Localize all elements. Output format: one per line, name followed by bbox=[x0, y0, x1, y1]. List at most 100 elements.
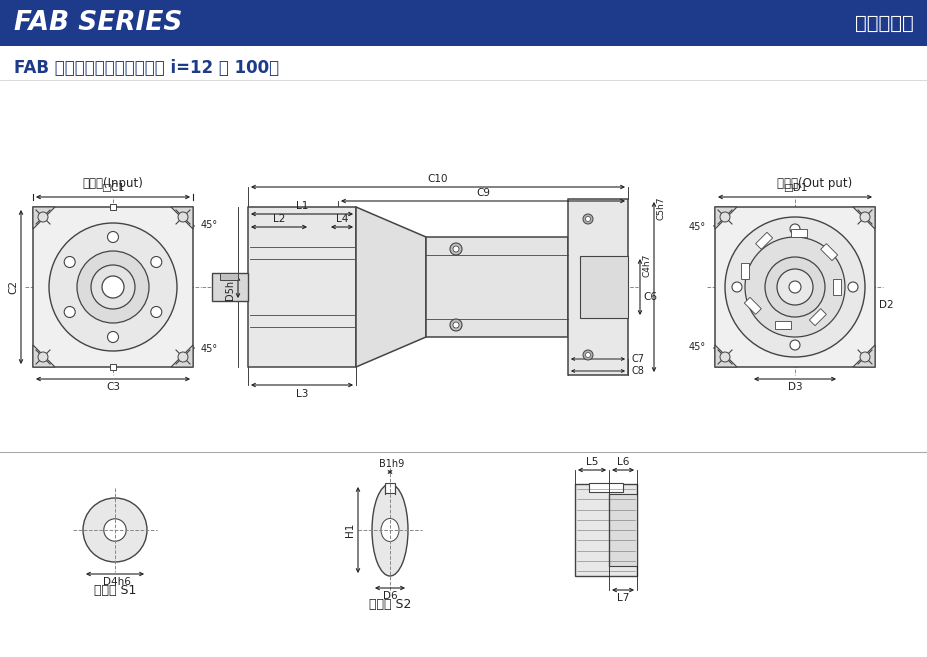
Circle shape bbox=[847, 282, 857, 292]
Bar bbox=[33, 207, 193, 367]
Bar bbox=[248, 207, 356, 367]
Polygon shape bbox=[852, 345, 874, 367]
Circle shape bbox=[859, 212, 870, 222]
Text: D2: D2 bbox=[878, 300, 893, 310]
Text: 行星减速机: 行星减速机 bbox=[855, 14, 913, 32]
Circle shape bbox=[102, 276, 124, 298]
Text: 轴型式 S2: 轴型式 S2 bbox=[368, 597, 411, 610]
Text: FAB 系列尺寸（双节，减速比 i=12 ～ 100）: FAB 系列尺寸（双节，减速比 i=12 ～ 100） bbox=[14, 59, 279, 77]
Bar bbox=[567, 199, 628, 375]
Text: L7: L7 bbox=[616, 593, 629, 603]
Text: 45°: 45° bbox=[200, 344, 217, 354]
Circle shape bbox=[108, 332, 119, 342]
Circle shape bbox=[77, 251, 149, 323]
Polygon shape bbox=[714, 345, 736, 367]
Text: 45°: 45° bbox=[688, 222, 705, 232]
Text: L3: L3 bbox=[296, 389, 308, 399]
Circle shape bbox=[38, 212, 48, 222]
Circle shape bbox=[585, 217, 590, 221]
Text: C8: C8 bbox=[631, 366, 644, 376]
Text: B1h9: B1h9 bbox=[379, 459, 404, 469]
Bar bbox=[575, 484, 636, 576]
Polygon shape bbox=[33, 207, 55, 229]
Circle shape bbox=[788, 281, 800, 293]
Bar bbox=[110, 364, 116, 370]
Text: C6: C6 bbox=[642, 292, 656, 302]
Text: C9: C9 bbox=[476, 188, 489, 198]
Bar bbox=[714, 207, 874, 367]
Circle shape bbox=[104, 519, 126, 541]
Bar bbox=[808, 309, 825, 326]
Bar bbox=[774, 321, 790, 329]
Polygon shape bbox=[356, 207, 425, 367]
Text: D3: D3 bbox=[787, 382, 802, 392]
Text: 45°: 45° bbox=[688, 342, 705, 352]
Circle shape bbox=[764, 257, 824, 317]
Bar bbox=[608, 494, 636, 566]
Text: L2: L2 bbox=[273, 214, 285, 224]
Text: H1: H1 bbox=[345, 523, 355, 537]
Circle shape bbox=[450, 243, 462, 255]
Circle shape bbox=[91, 265, 134, 309]
Circle shape bbox=[724, 217, 864, 357]
Circle shape bbox=[64, 307, 75, 317]
Text: D5h7: D5h7 bbox=[224, 274, 235, 300]
Polygon shape bbox=[171, 207, 193, 229]
Text: C4h7: C4h7 bbox=[642, 254, 652, 277]
Bar bbox=[220, 273, 237, 280]
Circle shape bbox=[64, 256, 75, 267]
Circle shape bbox=[776, 269, 812, 305]
Circle shape bbox=[38, 352, 48, 362]
Text: L4: L4 bbox=[336, 214, 348, 224]
Circle shape bbox=[452, 322, 459, 328]
Text: L5: L5 bbox=[585, 457, 598, 467]
Text: FAB SERIES: FAB SERIES bbox=[14, 10, 183, 36]
Bar bbox=[832, 279, 840, 295]
Text: C5h7: C5h7 bbox=[656, 197, 666, 221]
Circle shape bbox=[789, 224, 799, 234]
Bar bbox=[589, 483, 622, 492]
Text: 轴型式 S1: 轴型式 S1 bbox=[94, 583, 136, 597]
Circle shape bbox=[49, 223, 177, 351]
Circle shape bbox=[83, 498, 146, 562]
Polygon shape bbox=[33, 345, 55, 367]
Bar bbox=[110, 204, 116, 210]
Bar bbox=[579, 256, 628, 318]
Text: C7: C7 bbox=[631, 354, 644, 364]
Text: □D1: □D1 bbox=[782, 183, 806, 193]
Bar bbox=[819, 244, 837, 261]
Text: L1: L1 bbox=[296, 201, 308, 211]
Circle shape bbox=[582, 214, 592, 224]
Circle shape bbox=[178, 352, 188, 362]
Circle shape bbox=[452, 246, 459, 252]
Bar bbox=[740, 263, 748, 279]
Ellipse shape bbox=[372, 484, 408, 576]
Polygon shape bbox=[171, 345, 193, 367]
Text: C3: C3 bbox=[106, 382, 120, 392]
Circle shape bbox=[108, 231, 119, 242]
Circle shape bbox=[719, 212, 730, 222]
Bar bbox=[385, 483, 395, 493]
Circle shape bbox=[859, 352, 870, 362]
Circle shape bbox=[719, 352, 730, 362]
Circle shape bbox=[744, 237, 844, 337]
Text: 输入端(Input): 输入端(Input) bbox=[83, 177, 144, 189]
Text: D6: D6 bbox=[382, 591, 397, 601]
Ellipse shape bbox=[381, 518, 399, 541]
Circle shape bbox=[585, 353, 590, 357]
Bar bbox=[755, 233, 772, 249]
Circle shape bbox=[151, 256, 161, 267]
Bar bbox=[790, 229, 806, 237]
Text: L6: L6 bbox=[616, 457, 629, 467]
Text: 输出端(Out put): 输出端(Out put) bbox=[777, 177, 852, 189]
Text: C2: C2 bbox=[8, 280, 18, 294]
Text: 45°: 45° bbox=[200, 220, 217, 230]
Circle shape bbox=[731, 282, 742, 292]
Circle shape bbox=[789, 340, 799, 350]
Text: D4h6: D4h6 bbox=[103, 577, 131, 587]
Text: C10: C10 bbox=[427, 174, 448, 184]
Polygon shape bbox=[852, 207, 874, 229]
Polygon shape bbox=[714, 207, 736, 229]
Bar bbox=[0, 0, 927, 46]
Circle shape bbox=[450, 319, 462, 331]
